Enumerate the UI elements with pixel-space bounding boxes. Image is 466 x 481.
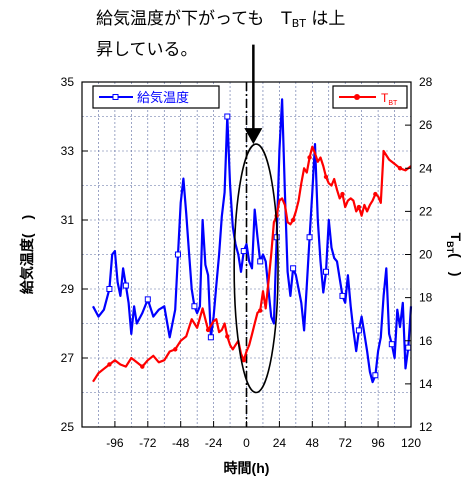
series-point-0 [306,234,313,241]
series-point-0 [290,265,297,272]
legend-box-supply-air [92,85,220,109]
y-left-tick-label: 25 [61,420,75,434]
series-point-1 [107,362,112,367]
legend-marker-tbt [354,94,360,100]
series-point-1 [225,334,230,339]
series-point-0 [323,268,330,275]
series-point-1 [140,364,145,369]
y-left-axis-label: 給気温度( ) [19,215,35,294]
y-right-tick-label: 14 [419,377,433,391]
series-point-1 [290,217,296,223]
y-right-tick-label: 26 [419,118,433,132]
y-left-tick-label: 35 [61,75,75,89]
legend-label-supply-air: 給気温度 [137,90,189,105]
series-point-1 [205,327,211,333]
series-point-0 [405,344,412,351]
legends: 給気温度 TBT [92,85,408,109]
series-point-1 [373,191,378,197]
series-point-0 [174,251,181,258]
series-point-1 [340,191,345,197]
series-point-0 [372,372,379,379]
x-tick-label: -72 [139,436,157,450]
x-tick-label: 24 [273,436,287,450]
y-right-tick-label: 20 [419,248,433,262]
x-tick-label: -24 [205,436,223,450]
series-point-1 [258,308,263,313]
x-tick-label: 120 [401,436,421,450]
series-point-0 [191,303,198,310]
series-point-0 [224,113,231,120]
y-left-tick-label: 31 [61,213,75,227]
series-point-1 [323,174,329,180]
series-point-0 [355,327,362,334]
axis-ticks: -96 -72 -48 -24 0 24 48 72 96 120 25 27 29 31 33 35 12 14… [61,75,433,450]
y-right-tick-label: 12 [419,420,433,434]
series-point-1 [241,357,246,363]
arrow-head [244,128,263,145]
x-tick-label: 48 [306,436,320,450]
series-point-0 [207,334,214,341]
y-left-tick-label: 27 [61,351,75,365]
y-right-tick-label: 16 [419,334,433,348]
series-point-0 [144,296,151,303]
series-point-0 [257,258,264,265]
series-point-0 [122,282,129,289]
series-point-0 [339,292,346,299]
y-right-tick-label: 28 [419,75,433,89]
series-point-1 [397,166,403,171]
x-tick-label: 0 [243,436,250,450]
annotation-text: 給気温度が下がっても TBT は上 昇している。 [96,6,426,64]
series-point-0 [388,341,395,348]
series-point-0 [106,286,113,292]
series-line-0 [92,98,413,384]
y-left-tick-label: 29 [61,282,75,296]
annotation-line-1: 給気温度が下がっても TBT は上 [96,9,346,30]
legend-marker-supply-air [112,94,119,100]
highlight-ellipse [233,143,279,394]
x-tick-label: -96 [106,436,124,450]
x-tick-label: 96 [371,436,385,450]
series-point-1 [307,155,312,160]
y-right-axis-label: TBT( ) [445,233,464,277]
axis-labels: 時間(h) 給気温度( ) TBT( ) [19,215,464,476]
series-point-0 [240,248,247,255]
x-tick-label: -48 [172,436,190,450]
y-right-tick-label: 24 [419,161,433,175]
x-tick-label: 72 [339,436,353,450]
series-point-1 [356,204,362,210]
series-layer [92,44,413,394]
annotation-line-2: 昇している。 [96,40,198,60]
y-left-tick-label: 33 [61,144,75,158]
series-point-1 [173,347,178,352]
y-right-tick-label: 18 [419,291,433,305]
x-axis-label: 時間(h) [224,460,270,476]
y-right-tick-label: 22 [419,204,433,218]
legend-label-tbt: TBT [381,91,398,107]
